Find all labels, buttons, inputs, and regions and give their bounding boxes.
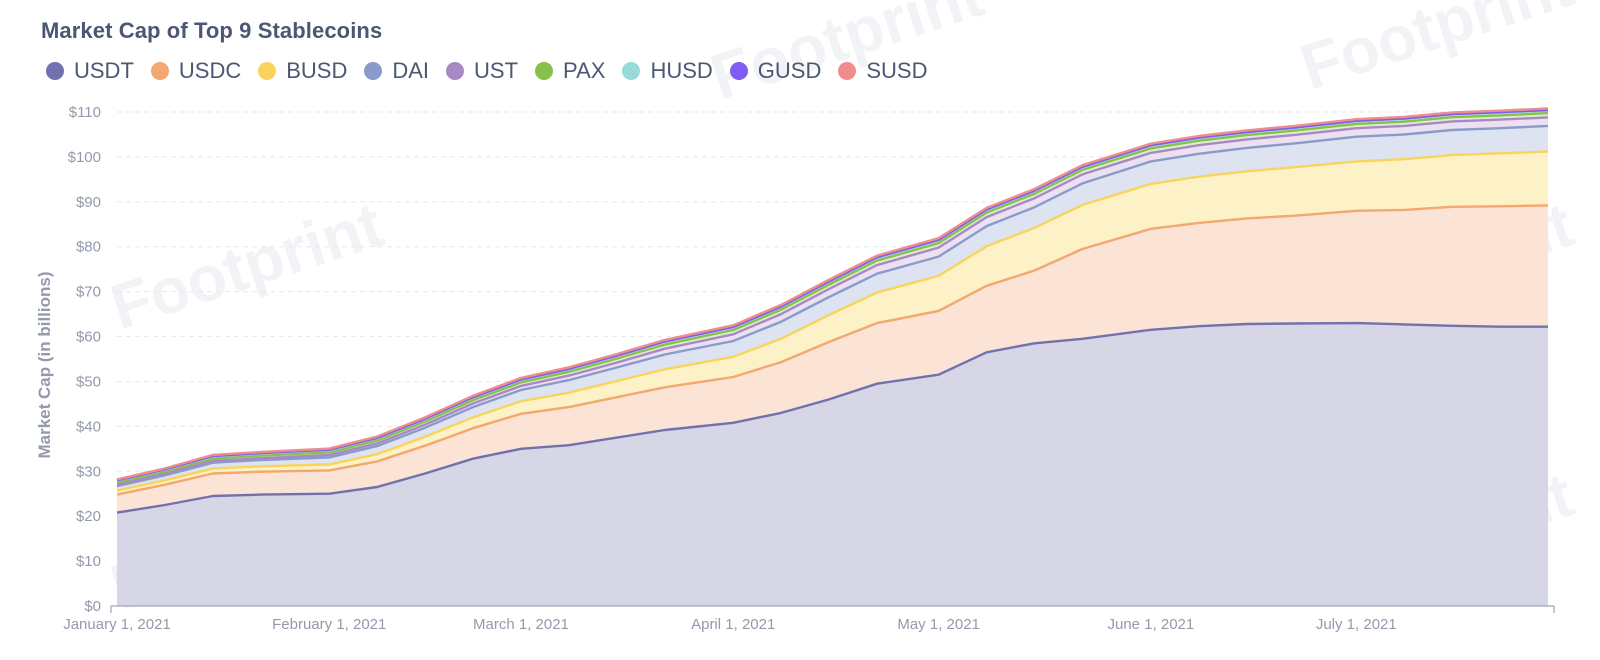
x-tick-label: April 1, 2021 xyxy=(691,616,775,633)
legend-label: GUSD xyxy=(757,58,822,83)
y-tick-label: $90 xyxy=(76,194,101,211)
legend-swatch xyxy=(150,62,169,80)
x-tick-label: January 1, 2021 xyxy=(63,616,171,633)
y-tick-label: $50 xyxy=(76,373,101,390)
y-tick-label: $10 xyxy=(76,553,101,570)
legend-item-susd[interactable]: SUSD xyxy=(838,58,927,84)
area-dai[interactable] xyxy=(117,125,1548,491)
legend-label: BUSD xyxy=(286,58,348,83)
y-tick-label: $0 xyxy=(84,598,101,615)
area-usdt[interactable] xyxy=(117,323,1548,606)
axes: $0 $10 $20 $30 $40 $50 $60 $70 $80 $90 $100 $110 Jan… xyxy=(63,104,1555,633)
legend-item-gusd[interactable]: GUSD xyxy=(729,58,822,84)
legend-item-usdt[interactable]: USDT xyxy=(46,58,134,84)
legend-swatch xyxy=(838,62,857,80)
legend-item-usdc[interactable]: USDC xyxy=(150,58,242,84)
y-tick-label: $100 xyxy=(68,149,101,166)
legend-swatch xyxy=(364,62,383,80)
watermark-text: Footprint xyxy=(102,188,391,343)
y-tick-label: $70 xyxy=(76,284,101,301)
line-susd[interactable] xyxy=(116,107,1549,481)
legend-swatch xyxy=(535,62,554,80)
series-areas xyxy=(117,108,1548,606)
x-tick-label: February 1, 2021 xyxy=(272,616,386,633)
y-tick-label: $40 xyxy=(76,418,101,435)
y-axis-label: Market Cap (in billions) xyxy=(35,271,54,458)
y-tick-label: $60 xyxy=(76,329,101,346)
line-dai[interactable] xyxy=(116,124,1549,488)
y-tick-label: $110 xyxy=(69,104,101,121)
x-tick-label: May 1, 2021 xyxy=(897,616,980,633)
legend-label: USDC xyxy=(178,58,242,83)
watermark-text: Footprint xyxy=(1292,0,1581,103)
line-ust[interactable] xyxy=(116,116,1549,486)
legend-item-ust[interactable]: UST xyxy=(446,58,518,84)
line-usdt[interactable] xyxy=(116,321,1548,514)
y-tick-label: $80 xyxy=(76,239,101,256)
y-tick-label: $30 xyxy=(76,463,101,480)
legend-label: SUSD xyxy=(866,58,928,83)
y-tick-label: $20 xyxy=(76,508,101,525)
legend-label: USDT xyxy=(74,58,134,83)
x-tick-label: March 1, 2021 xyxy=(473,616,569,633)
legend-swatch xyxy=(729,62,748,80)
line-usdc[interactable] xyxy=(116,204,1549,496)
legend-label: DAI xyxy=(392,58,430,83)
legend-label: HUSD xyxy=(650,58,713,83)
legend-swatch xyxy=(622,62,641,80)
legend-label: PAX xyxy=(563,58,606,83)
chart-title: Market Cap of Top 9 Stablecoins xyxy=(41,18,383,43)
legend-item-busd[interactable]: BUSD xyxy=(258,58,347,84)
legend: USDT USDC BUSD DAI UST PAX HUSD GUSD SUSD xyxy=(46,58,944,84)
legend-item-dai[interactable]: DAI xyxy=(364,58,429,84)
area-usdc[interactable] xyxy=(117,205,1548,513)
legend-swatch xyxy=(46,62,64,80)
line-pax[interactable] xyxy=(116,111,1549,484)
legend-swatch xyxy=(446,62,465,80)
legend-swatch xyxy=(258,62,277,80)
legend-label: UST xyxy=(474,58,519,83)
x-tick-label: June 1, 2021 xyxy=(1108,616,1195,633)
series-lines xyxy=(116,107,1549,514)
watermark-text: Footprint xyxy=(702,0,991,113)
line-busd[interactable] xyxy=(116,150,1549,492)
legend-item-husd[interactable]: HUSD xyxy=(622,58,713,84)
area-busd[interactable] xyxy=(117,151,1548,495)
legend-item-pax[interactable]: PAX xyxy=(535,58,605,84)
x-tick-label: July 1, 2021 xyxy=(1316,616,1397,633)
